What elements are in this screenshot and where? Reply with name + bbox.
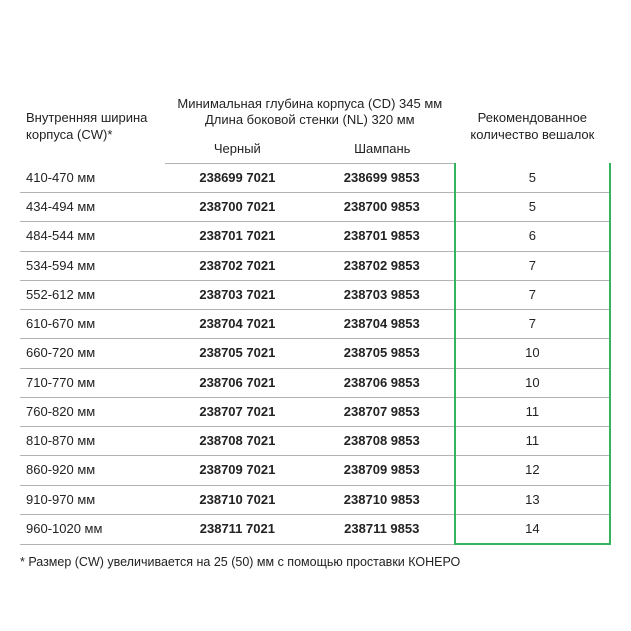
cell-hanger-count: 6 [455,222,610,251]
cell-hanger-count: 5 [455,163,610,192]
cell-code-champagne: 238699 9853 [310,163,455,192]
cell-code-black: 238706 7021 [165,368,310,397]
header-champagne: Шампань [310,135,455,164]
footnote: * Размер (CW) увеличивается на 25 (50) м… [20,545,611,569]
spec-table: Внутренняя ширина корпуса (CW)* Минималь… [20,90,611,545]
cell-hanger-count: 7 [455,310,610,339]
cell-code-champagne: 238705 9853 [310,339,455,368]
cell-hanger-count: 7 [455,280,610,309]
table-row: 660-720 мм238705 7021238705 985310 [20,339,610,368]
table-row: 910-970 мм238710 7021238710 985313 [20,485,610,514]
cell-width: 660-720 мм [20,339,165,368]
cell-code-black: 238707 7021 [165,397,310,426]
cell-width: 610-670 мм [20,310,165,339]
header-recommended-line2: количество вешалок [470,127,594,142]
cell-code-black: 238705 7021 [165,339,310,368]
cell-width: 760-820 мм [20,397,165,426]
cell-code-champagne: 238709 9853 [310,456,455,485]
cell-code-black: 238701 7021 [165,222,310,251]
table-row: 810-870 мм238708 7021238708 985311 [20,427,610,456]
cell-code-black: 238708 7021 [165,427,310,456]
cell-code-black: 238702 7021 [165,251,310,280]
cell-width: 860-920 мм [20,456,165,485]
table-row: 410-470 мм238699 7021238699 98535 [20,163,610,192]
cell-width: 960-1020 мм [20,514,165,544]
table-row: 552-612 мм238703 7021238703 98537 [20,280,610,309]
cell-code-black: 238710 7021 [165,485,310,514]
table-row: 434-494 мм238700 7021238700 98535 [20,193,610,222]
header-mid-line2: Длина боковой стенки (NL) 320 мм [205,112,415,127]
header-mid-group: Минимальная глубина корпуса (CD) 345 мм … [165,90,455,135]
table-row: 710-770 мм238706 7021238706 985310 [20,368,610,397]
cell-width: 434-494 мм [20,193,165,222]
cell-code-black: 238700 7021 [165,193,310,222]
table-row: 960-1020 мм238711 7021238711 985314 [20,514,610,544]
cell-code-champagne: 238702 9853 [310,251,455,280]
cell-width: 910-970 мм [20,485,165,514]
cell-code-black: 238703 7021 [165,280,310,309]
cell-code-champagne: 238701 9853 [310,222,455,251]
cell-hanger-count: 5 [455,193,610,222]
cell-code-champagne: 238710 9853 [310,485,455,514]
cell-hanger-count: 11 [455,397,610,426]
table-row: 760-820 мм238707 7021238707 985311 [20,397,610,426]
cell-code-black: 238709 7021 [165,456,310,485]
cell-hanger-count: 10 [455,339,610,368]
table-row: 534-594 мм238702 7021238702 98537 [20,251,610,280]
header-black: Черный [165,135,310,164]
table-body: 410-470 мм238699 7021238699 98535434-494… [20,163,610,544]
header-inner-width-line2: корпуса (CW)* [26,127,112,142]
cell-hanger-count: 13 [455,485,610,514]
header-recommended: Рекомендованное количество вешалок [455,90,610,163]
cell-width: 484-544 мм [20,222,165,251]
cell-code-champagne: 238700 9853 [310,193,455,222]
cell-hanger-count: 12 [455,456,610,485]
cell-code-champagne: 238707 9853 [310,397,455,426]
header-mid-line1: Минимальная глубина корпуса (CD) 345 мм [177,96,442,111]
cell-width: 810-870 мм [20,427,165,456]
cell-hanger-count: 7 [455,251,610,280]
table-row: 860-920 мм238709 7021238709 985312 [20,456,610,485]
cell-code-black: 238711 7021 [165,514,310,544]
cell-width: 534-594 мм [20,251,165,280]
cell-width: 710-770 мм [20,368,165,397]
cell-hanger-count: 14 [455,514,610,544]
cell-hanger-count: 11 [455,427,610,456]
header-inner-width-line1: Внутренняя ширина [26,110,147,125]
header-inner-width: Внутренняя ширина корпуса (CW)* [20,90,165,163]
cell-width: 410-470 мм [20,163,165,192]
table-row: 610-670 мм238704 7021238704 98537 [20,310,610,339]
header-recommended-line1: Рекомендованное [478,110,587,125]
cell-width: 552-612 мм [20,280,165,309]
spec-table-page: Внутренняя ширина корпуса (CW)* Минималь… [0,0,631,631]
cell-code-champagne: 238704 9853 [310,310,455,339]
cell-code-champagne: 238706 9853 [310,368,455,397]
cell-code-champagne: 238708 9853 [310,427,455,456]
cell-code-champagne: 238711 9853 [310,514,455,544]
table-row: 484-544 мм238701 7021238701 98536 [20,222,610,251]
cell-code-black: 238699 7021 [165,163,310,192]
cell-code-champagne: 238703 9853 [310,280,455,309]
cell-hanger-count: 10 [455,368,610,397]
cell-code-black: 238704 7021 [165,310,310,339]
